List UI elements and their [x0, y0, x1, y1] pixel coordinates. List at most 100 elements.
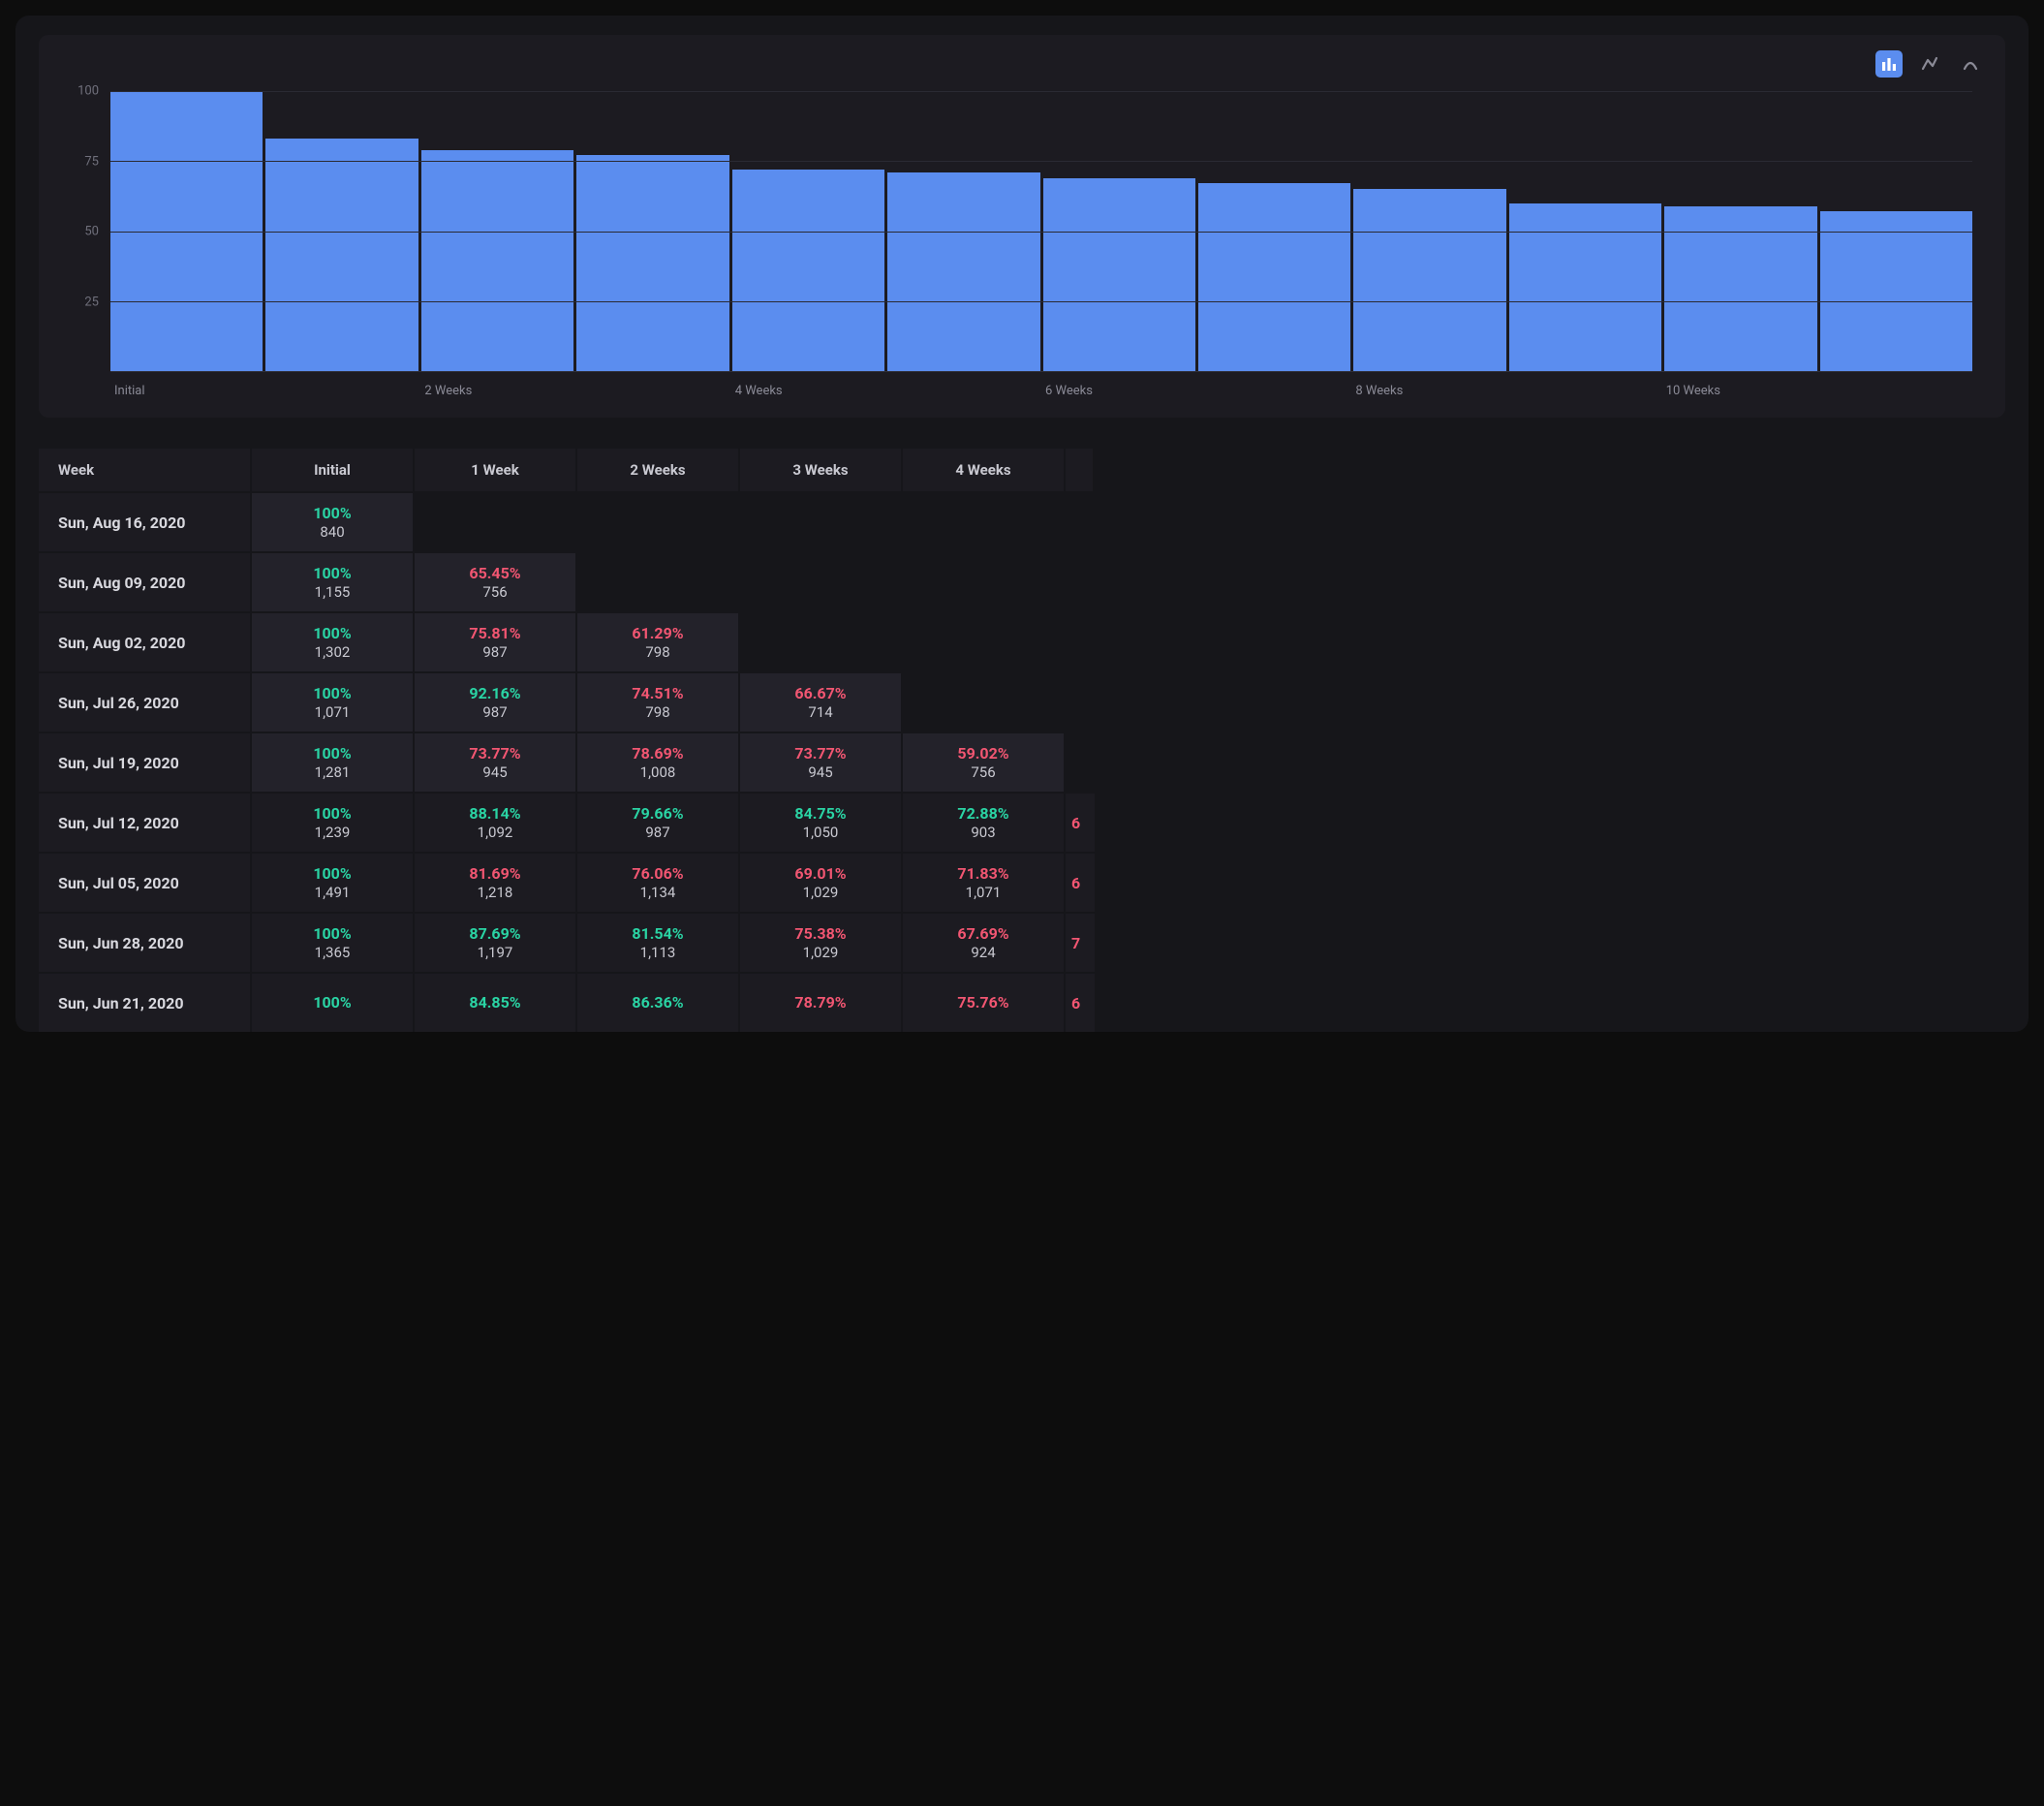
week-label: Sun, Aug 16, 2020: [39, 491, 252, 551]
cohort-cell[interactable]: 74.51%798: [577, 671, 740, 732]
empty-cell: [740, 551, 903, 611]
cohort-cell[interactable]: 100%1,071: [252, 671, 415, 732]
cohort-cell[interactable]: 65.45%756: [415, 551, 577, 611]
cohort-cell[interactable]: 75.76%: [903, 972, 1066, 1032]
column-header: 2 Weeks: [577, 449, 740, 491]
retention-bar[interactable]: [1353, 189, 1505, 371]
retention-count: 903: [903, 824, 1064, 842]
retention-count: 987: [415, 643, 575, 662]
x-tick-label: 6 Weeks: [1041, 384, 1196, 398]
retention-bar[interactable]: [421, 150, 573, 371]
cohort-cell[interactable]: 67.69%924: [903, 912, 1066, 972]
retention-bar[interactable]: [576, 155, 728, 371]
retention-count: 1,071: [903, 884, 1064, 902]
retention-percent: 84.75%: [740, 804, 901, 824]
cohort-cell[interactable]: 75.38%1,029: [740, 912, 903, 972]
chart-toolbar: [52, 48, 1992, 91]
retention-count: 798: [577, 643, 738, 662]
x-tick-label: 2 Weeks: [420, 384, 575, 398]
cohort-cell[interactable]: 76.06%1,134: [577, 852, 740, 912]
empty-cell: [903, 491, 1066, 551]
cohort-cell[interactable]: 84.85%: [415, 972, 577, 1032]
cohort-cell[interactable]: 71.83%1,071: [903, 852, 1066, 912]
cohort-cell[interactable]: 79.66%987: [577, 792, 740, 852]
partial-cell: 6: [1066, 852, 1095, 912]
retention-bar[interactable]: [1198, 183, 1350, 371]
retention-count: 840: [252, 523, 413, 542]
cohort-cell[interactable]: 100%1,239: [252, 792, 415, 852]
y-axis: 255075100: [52, 91, 110, 372]
cohort-cell[interactable]: 88.14%1,092: [415, 792, 577, 852]
gridline: [110, 232, 1972, 233]
y-tick-label: 75: [84, 154, 99, 169]
x-tick-label: 4 Weeks: [731, 384, 886, 398]
retention-bar[interactable]: [1820, 211, 1972, 371]
cohort-cell[interactable]: 75.81%987: [415, 611, 577, 671]
line-chart-icon[interactable]: [1916, 50, 1943, 78]
y-tick-label: 50: [84, 225, 99, 239]
empty-cell: [740, 611, 903, 671]
retention-percent: 100%: [252, 504, 413, 523]
retention-percent: 79.66%: [577, 804, 738, 824]
retention-percent: 84.85%: [415, 993, 575, 1012]
partial-cell: 6: [1066, 792, 1095, 852]
week-label: Sun, Jul 05, 2020: [39, 852, 252, 912]
retention-percent: 69.01%: [740, 864, 901, 884]
x-tick-label: [1817, 384, 1972, 398]
x-tick-label: 8 Weeks: [1351, 384, 1506, 398]
cohort-cell[interactable]: 86.36%: [577, 972, 740, 1032]
cohort-cell[interactable]: 87.69%1,197: [415, 912, 577, 972]
cohort-cell[interactable]: 78.79%: [740, 972, 903, 1032]
cohort-cell[interactable]: 100%1,491: [252, 852, 415, 912]
cohort-cell[interactable]: 69.01%1,029: [740, 852, 903, 912]
column-header: 1 Week: [415, 449, 577, 491]
cohort-cell[interactable]: 100%1,365: [252, 912, 415, 972]
retention-percent: 100%: [252, 624, 413, 643]
arc-chart-icon[interactable]: [1957, 50, 1984, 78]
week-label: Sun, Aug 02, 2020: [39, 611, 252, 671]
partial-cell: [1066, 491, 1095, 551]
cohort-cell[interactable]: 100%1,155: [252, 551, 415, 611]
cohort-cell[interactable]: 66.67%714: [740, 671, 903, 732]
cohort-cell[interactable]: 92.16%987: [415, 671, 577, 732]
cohort-cell[interactable]: 100%: [252, 972, 415, 1032]
cohort-cell[interactable]: 73.77%945: [415, 732, 577, 792]
cohort-cell[interactable]: 78.69%1,008: [577, 732, 740, 792]
retention-percent: 59.02%: [903, 744, 1064, 763]
cohort-cell[interactable]: 100%840: [252, 491, 415, 551]
retention-count: 1,239: [252, 824, 413, 842]
retention-count: 1,008: [577, 763, 738, 782]
cohort-cell[interactable]: 81.54%1,113: [577, 912, 740, 972]
retention-bar[interactable]: [1043, 178, 1195, 371]
week-label: Sun, Aug 09, 2020: [39, 551, 252, 611]
retention-percent: 73.77%: [740, 744, 901, 763]
cohort-cell[interactable]: 100%1,281: [252, 732, 415, 792]
x-axis: Initial2 Weeks4 Weeks6 Weeks8 Weeks10 We…: [110, 384, 1972, 398]
bar-chart-icon[interactable]: [1875, 50, 1903, 78]
retention-dashboard: 255075100 Initial2 Weeks4 Weeks6 Weeks8 …: [15, 16, 2029, 1032]
gridline: [110, 301, 1972, 302]
cohort-cell[interactable]: 100%1,302: [252, 611, 415, 671]
partial-cell: 7: [1066, 912, 1095, 972]
retention-percent: 81.54%: [577, 924, 738, 944]
retention-percent: 100%: [252, 924, 413, 944]
cohort-cell[interactable]: 84.75%1,050: [740, 792, 903, 852]
empty-cell: [903, 611, 1066, 671]
table-row: Sun, Jul 05, 2020100%1,49181.69%1,21876.…: [39, 852, 1095, 912]
cohort-cell[interactable]: 59.02%756: [903, 732, 1066, 792]
cohort-cell[interactable]: 81.69%1,218: [415, 852, 577, 912]
retention-percent: 81.69%: [415, 864, 575, 884]
retention-bar[interactable]: [887, 172, 1039, 371]
empty-cell: [740, 491, 903, 551]
retention-bar[interactable]: [265, 139, 418, 371]
retention-bar[interactable]: [732, 170, 884, 371]
retention-count: 1,029: [740, 944, 901, 962]
retention-count: 756: [415, 583, 575, 602]
cohort-cell[interactable]: 72.88%903: [903, 792, 1066, 852]
cohort-cell[interactable]: 61.29%798: [577, 611, 740, 671]
retention-percent: 100%: [252, 744, 413, 763]
cohort-cell[interactable]: 73.77%945: [740, 732, 903, 792]
retention-percent: 100%: [252, 684, 413, 703]
retention-percent: 100%: [252, 804, 413, 824]
retention-bar[interactable]: [1509, 203, 1661, 371]
